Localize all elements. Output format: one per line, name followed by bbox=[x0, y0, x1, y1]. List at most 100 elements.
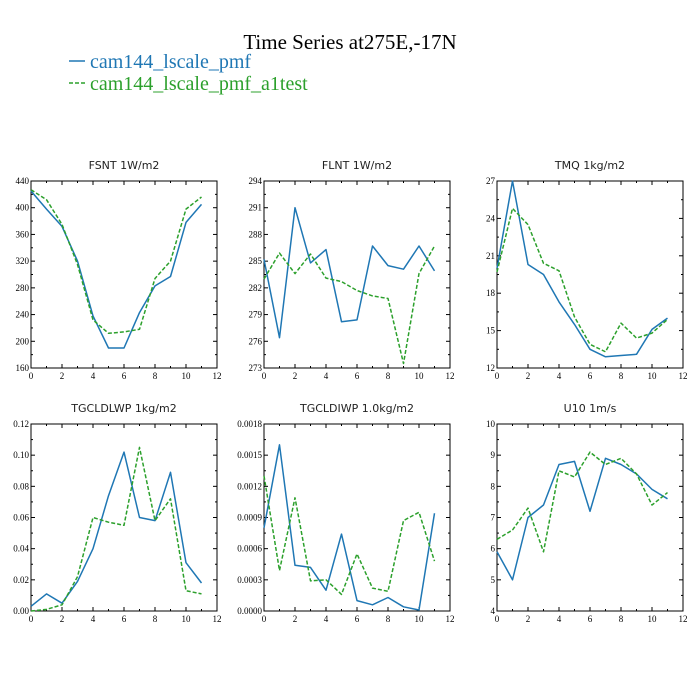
x-tick-label: 12 bbox=[679, 371, 688, 381]
y-tick-label: 240 bbox=[16, 310, 30, 320]
series-line-tmq-1 bbox=[496, 180, 668, 358]
y-tick-label: 0.0006 bbox=[237, 544, 262, 554]
x-tick-label: 10 bbox=[648, 614, 658, 624]
x-tick-label: 10 bbox=[182, 371, 192, 381]
x-tick-label: 6 bbox=[355, 371, 360, 381]
series-line-flnt-2 bbox=[263, 245, 436, 365]
x-tick-label: 12 bbox=[446, 614, 455, 624]
y-tick-label: 0.10 bbox=[13, 450, 29, 460]
x-tick-label: 0 bbox=[495, 614, 500, 624]
x-tick-label: 8 bbox=[386, 371, 391, 381]
y-tick-label: 0.08 bbox=[13, 481, 29, 491]
y-tick-label: 0.04 bbox=[13, 544, 29, 554]
x-tick-label: 2 bbox=[526, 614, 531, 624]
x-tick-label: 4 bbox=[557, 614, 562, 624]
x-tick-label: 4 bbox=[324, 614, 329, 624]
x-tick-label: 0 bbox=[262, 614, 267, 624]
x-tick-label: 4 bbox=[324, 371, 329, 381]
y-tick-label: 279 bbox=[249, 310, 263, 320]
series-line-tmq-2 bbox=[496, 207, 668, 353]
panel-title-fsnt: FSNT 1W/m2 bbox=[89, 159, 160, 172]
legend-label-series-1: cam144_lscale_pmf bbox=[90, 51, 251, 73]
figure-title: Time Series at275E,-17N bbox=[243, 30, 456, 54]
series-line-fsnt-1 bbox=[30, 190, 203, 349]
x-tick-label: 4 bbox=[91, 371, 96, 381]
y-tick-label: 0.0000 bbox=[237, 606, 262, 616]
panels: FSNT 1W/m20 2 4 6 8 10 12160200240280320360400… bbox=[13, 159, 687, 624]
x-tick-label: 6 bbox=[355, 614, 360, 624]
series-line-flnt-1 bbox=[263, 206, 436, 339]
y-tick-label: 18 bbox=[486, 288, 496, 298]
y-tick-label: 10 bbox=[486, 419, 496, 429]
panel-fsnt: FSNT 1W/m2 0 2 4 6 8 10 12 160 200 240 280 320 360 400… bbox=[16, 159, 222, 381]
y-tick-label: 282 bbox=[249, 283, 263, 293]
y-tick-label: 360 bbox=[16, 229, 30, 239]
x-tick-label: 8 bbox=[153, 614, 158, 624]
x-tick-label: 4 bbox=[557, 371, 562, 381]
panel-title-flnt: FLNT 1W/m2 bbox=[322, 159, 392, 172]
panel-u10: U10 1m/s 0 2 4 6 8 10 12 4 5 6 7 8 9 10 bbox=[486, 402, 688, 624]
y-tick-label: 160 bbox=[16, 363, 30, 373]
x-tick-label: 0 bbox=[495, 371, 500, 381]
y-tick-label: 7 bbox=[491, 513, 496, 523]
panel-title-tgcldiwp: TGCLDIWP 1.0kg/m2 bbox=[299, 402, 414, 415]
y-tick-label: 0.0012 bbox=[237, 481, 262, 491]
x-tick-label: 0 bbox=[29, 371, 34, 381]
x-tick-label: 2 bbox=[293, 614, 298, 624]
x-tick-label: 10 bbox=[182, 614, 192, 624]
panel-title-tmq: TMQ 1kg/m2 bbox=[554, 159, 625, 172]
x-tick-label: 2 bbox=[293, 371, 298, 381]
legend-label-series-2: cam144_lscale_pmf_a1test bbox=[90, 73, 308, 95]
y-tick-label: 8 bbox=[491, 481, 496, 491]
y-tick-label: 27 bbox=[486, 176, 496, 186]
legend: cam144_lscale_pmf cam144_lscale_pmf_a1te… bbox=[69, 51, 308, 95]
series-line-u10-2 bbox=[496, 451, 668, 553]
y-tick-label: 400 bbox=[16, 203, 30, 213]
panel-tgcldlwp: TGCLDLWP 1kg/m2 0 2 4 6 8 10 12 0.00 0.02 0.04 0.06… bbox=[13, 402, 221, 624]
x-tick-label: 10 bbox=[648, 371, 658, 381]
x-tick-label: 6 bbox=[588, 371, 593, 381]
y-tick-label: 0.0018 bbox=[237, 419, 262, 429]
y-tick-label: 276 bbox=[249, 336, 263, 346]
y-tick-label: 0.0009 bbox=[237, 513, 262, 523]
x-tick-label: 12 bbox=[679, 614, 688, 624]
x-tick-label: 6 bbox=[122, 614, 127, 624]
y-tick-label: 440 bbox=[16, 176, 30, 186]
y-tick-label: 273 bbox=[249, 363, 263, 373]
x-tick-label: 12 bbox=[213, 371, 222, 381]
x-tick-label: 8 bbox=[153, 371, 158, 381]
x-tick-label: 6 bbox=[588, 614, 593, 624]
x-tick-label: 4 bbox=[91, 614, 96, 624]
y-tick-label: 5 bbox=[491, 575, 496, 585]
y-tick-label: 4 bbox=[491, 606, 496, 616]
x-tick-label: 2 bbox=[60, 614, 65, 624]
series-line-fsnt-2 bbox=[30, 189, 202, 335]
y-tick-label: 21 bbox=[486, 251, 495, 261]
x-tick-label: 2 bbox=[60, 371, 65, 381]
y-tick-label: 0.0015 bbox=[237, 450, 262, 460]
y-tick-label: 285 bbox=[249, 256, 263, 266]
y-tick-label: 6 bbox=[491, 544, 496, 554]
x-tick-label: 0 bbox=[262, 371, 267, 381]
x-tick-label: 10 bbox=[415, 371, 425, 381]
y-tick-label: 280 bbox=[16, 283, 30, 293]
y-tick-label: 320 bbox=[16, 256, 30, 266]
y-tick-label: 291 bbox=[249, 203, 263, 213]
series-line-tgcldiwp-1 bbox=[263, 444, 436, 611]
x-tick-label: 0 bbox=[29, 614, 34, 624]
y-tick-label: 24 bbox=[486, 213, 496, 223]
y-tick-label: 0.00 bbox=[13, 606, 29, 616]
y-tick-label: 0.06 bbox=[13, 513, 29, 523]
y-tick-label: 288 bbox=[249, 229, 263, 239]
panel-title-u10: U10 1m/s bbox=[564, 402, 617, 415]
series-line-tgcldlwp-1 bbox=[30, 451, 203, 607]
series-line-tgcldiwp-2 bbox=[263, 475, 436, 596]
y-tick-label: 294 bbox=[249, 176, 263, 186]
y-tick-label: 15 bbox=[486, 326, 496, 336]
x-tick-label: 8 bbox=[619, 614, 624, 624]
x-tick-label: 12 bbox=[446, 371, 455, 381]
x-tick-label: 8 bbox=[386, 614, 391, 624]
y-tick-label: 9 bbox=[491, 450, 496, 460]
